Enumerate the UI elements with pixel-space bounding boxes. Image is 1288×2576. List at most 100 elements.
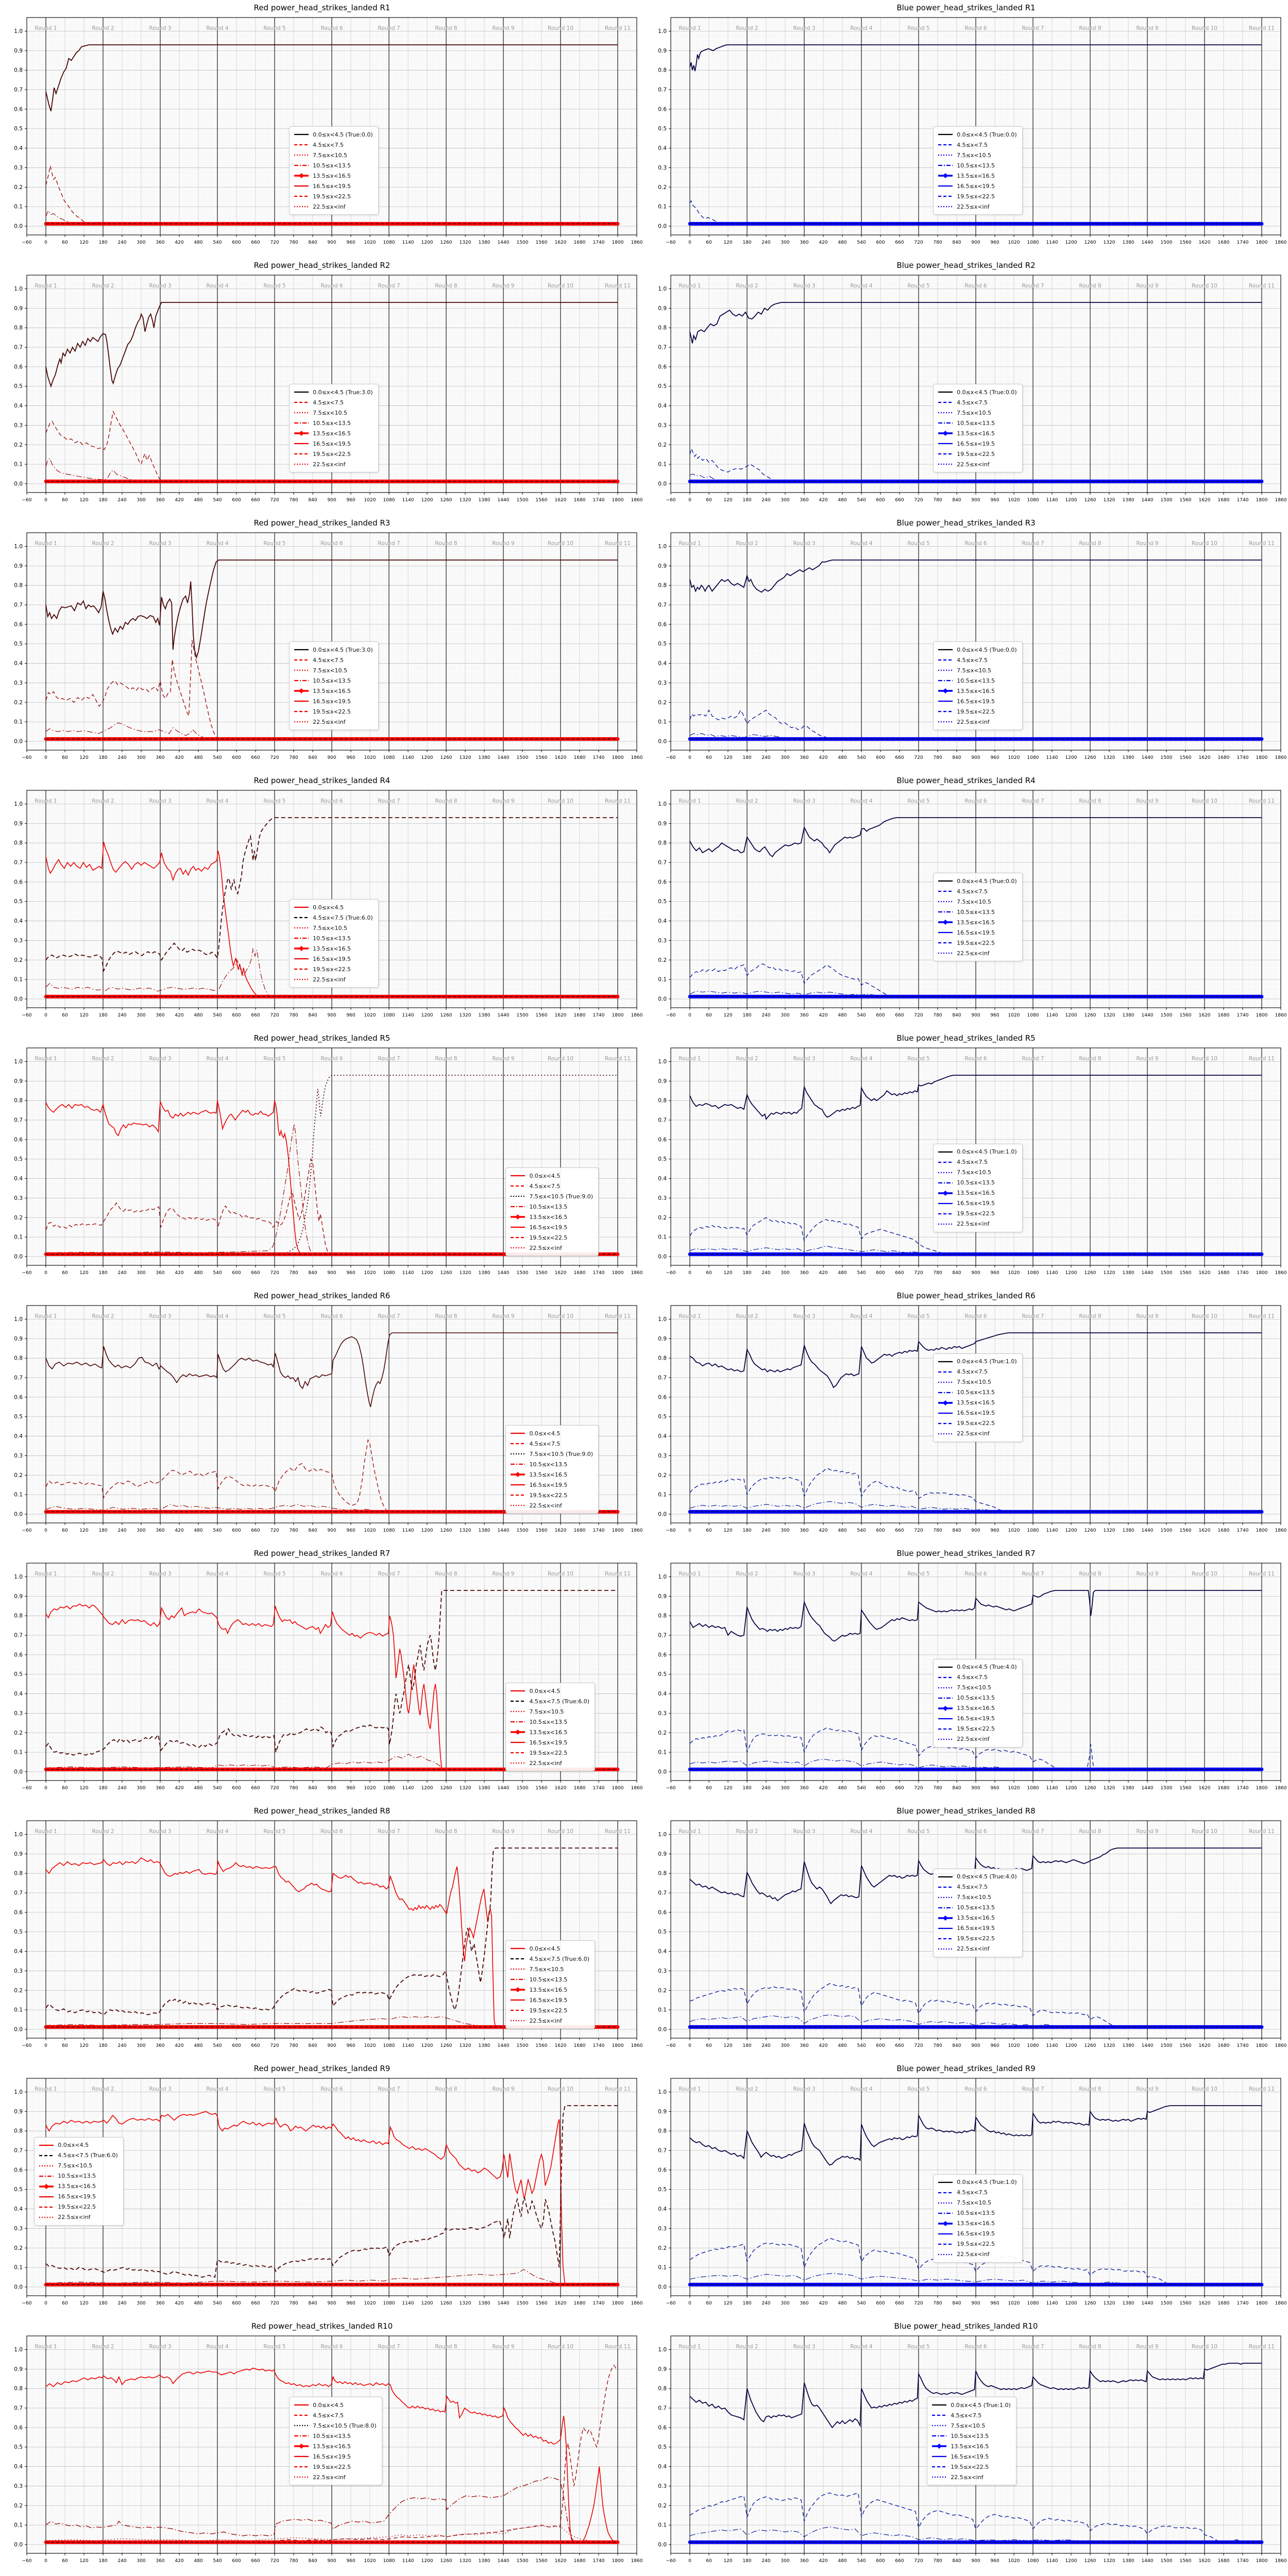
legend-marker-icon [943, 1705, 948, 1711]
round-label: Round 7 [378, 798, 400, 804]
legend-label: 19.5≤x<22.5 [957, 939, 995, 946]
legend-label: 22.5≤x<inf [313, 461, 346, 468]
legend-item: 0.0≤x<4.5 (True:0.0) [938, 387, 1017, 397]
series-line [689, 1075, 1262, 1120]
legend-item: 22.5≤x<inf [294, 459, 373, 469]
x-tick-label: 1560 [536, 755, 548, 760]
x-tick-label: 120 [79, 1528, 88, 1533]
series-line [689, 560, 1262, 593]
legend-item: 7.5≤x<10.5 [294, 408, 373, 418]
legend-line-sample [938, 173, 953, 178]
round-label: Round 10 [1192, 1056, 1217, 1062]
x-tick-label: 660 [251, 1528, 260, 1533]
x-tick-label: 1260 [440, 498, 452, 503]
round-label: Round 9 [492, 1828, 514, 1835]
legend-line-sample [938, 1190, 953, 1196]
legend-line-sample [511, 1195, 526, 1197]
round-label: Round 7 [378, 540, 400, 547]
x-tick-label: 120 [79, 1786, 88, 1791]
x-tick-label: 300 [137, 1013, 145, 1018]
x-tick-label: 360 [156, 2043, 164, 2048]
x-tick-label: 1440 [498, 1786, 510, 1791]
round-label: Round 5 [907, 540, 929, 547]
x-tick-label: 780 [933, 1013, 942, 1018]
x-tick-label: 1380 [1123, 1013, 1134, 1018]
y-tick-label: 0.9 [658, 1078, 667, 1084]
legend-line-sample [294, 917, 309, 919]
legend-item: 7.5≤x<10.5 [510, 1706, 589, 1717]
chart-legend: 0.0≤x<4.5 (True:3.0) 4.5≤x<7.5 7.5≤x<10.5 1… [289, 641, 379, 730]
x-tick-label: 1860 [631, 2043, 643, 2048]
legend-line-sample [938, 1697, 953, 1699]
chart-panel: Blue power_head_strikes_landed R6 Round 1… [644, 1288, 1288, 1546]
x-tick-label: 1320 [460, 1786, 471, 1791]
round-label: Round 6 [964, 1571, 987, 1577]
x-tick-label: 480 [194, 1528, 202, 1533]
legend-item: 22.5≤x<inf [938, 717, 1017, 727]
round-label: Round 3 [149, 25, 171, 31]
series-line [45, 1754, 443, 1770]
x-tick-label: 1140 [402, 1270, 414, 1276]
legend-item: 16.5≤x<19.5 [294, 438, 373, 449]
legend-label: 10.5≤x<13.5 [957, 1389, 995, 1396]
y-tick-label: 0.7 [14, 1633, 23, 1639]
x-tick-label: 1260 [1084, 498, 1096, 503]
legend-label: 0.0≤x<4.5 [313, 904, 344, 911]
legend-label: 13.5≤x<16.5 [313, 430, 351, 437]
y-tick-label: 0.7 [14, 87, 23, 93]
series-line [45, 1504, 385, 1512]
legend-item: 10.5≤x<13.5 [938, 418, 1017, 428]
x-tick-label: 1080 [1027, 498, 1039, 503]
legend-line-sample [938, 1400, 953, 1405]
legend-label: 0.0≤x<4.5 (True:0.0) [957, 388, 1017, 396]
y-tick-label: 0.2 [14, 1730, 23, 1736]
legend-marker-icon [943, 920, 948, 925]
x-tick-label: 1020 [364, 1270, 376, 1276]
x-tick-label: 0 [44, 755, 47, 760]
series-line [46, 1075, 618, 1255]
x-tick-label: 60 [706, 498, 712, 503]
x-tick-label: 1320 [460, 1528, 471, 1533]
legend-line-sample [938, 443, 953, 445]
x-tick-label: 1680 [574, 2043, 586, 2048]
legend-item: 22.5≤x<inf [938, 201, 1017, 212]
y-tick-label: 0.3 [14, 422, 23, 429]
x-tick-label: 1200 [1065, 498, 1077, 503]
legend-label: 22.5≤x<inf [529, 1244, 562, 1251]
x-tick-label: 300 [137, 1270, 145, 1276]
x-tick-label: 900 [971, 240, 980, 245]
x-tick-label: 420 [175, 2043, 183, 2048]
x-tick-label: 480 [194, 1270, 202, 1276]
x-tick-label: 60 [706, 755, 712, 760]
x-tick-label: 360 [156, 1013, 164, 1018]
legend-item: 16.5≤x<19.5 [510, 1737, 589, 1748]
legend-label: 0.0≤x<4.5 (True:0.0) [957, 646, 1017, 653]
round-label: Round 1 [35, 283, 57, 289]
legend-label: 4.5≤x<7.5 (True:6.0) [529, 1698, 590, 1705]
x-tick-label: 1140 [402, 2043, 414, 2048]
x-tick-label: 1440 [498, 240, 510, 245]
x-tick-label: 600 [876, 1786, 885, 1791]
series-line [689, 1468, 1009, 1513]
chart-panel: Blue power_head_strikes_landed R3 Round 1… [644, 515, 1288, 773]
x-tick-label: −60 [22, 755, 32, 760]
legend-label: 16.5≤x<19.5 [313, 955, 351, 962]
legend-item: 13.5≤x<16.5 [938, 171, 1017, 181]
x-tick-label: 60 [62, 240, 68, 245]
series-line [689, 200, 724, 225]
x-tick-label: 60 [706, 1013, 712, 1018]
x-tick-label: 1500 [517, 1786, 529, 1791]
legend-label: 16.5≤x<19.5 [957, 440, 995, 447]
legend-line-sample [938, 1728, 953, 1730]
legend-label: 0.0≤x<4.5 [529, 1172, 561, 1179]
legend-label: 19.5≤x<22.5 [529, 1749, 568, 1756]
y-tick-label: 0.7 [658, 345, 667, 351]
y-tick-label: 0.2 [14, 184, 23, 191]
x-tick-label: 1380 [1123, 755, 1134, 760]
series-line [689, 44, 1262, 72]
x-tick-label: 1800 [1256, 1528, 1268, 1533]
x-tick-label: 180 [98, 2043, 107, 2048]
legend-line-sample [938, 1392, 953, 1393]
round-label: Round 11 [605, 1313, 631, 1319]
x-tick-label: 1320 [460, 1013, 471, 1018]
